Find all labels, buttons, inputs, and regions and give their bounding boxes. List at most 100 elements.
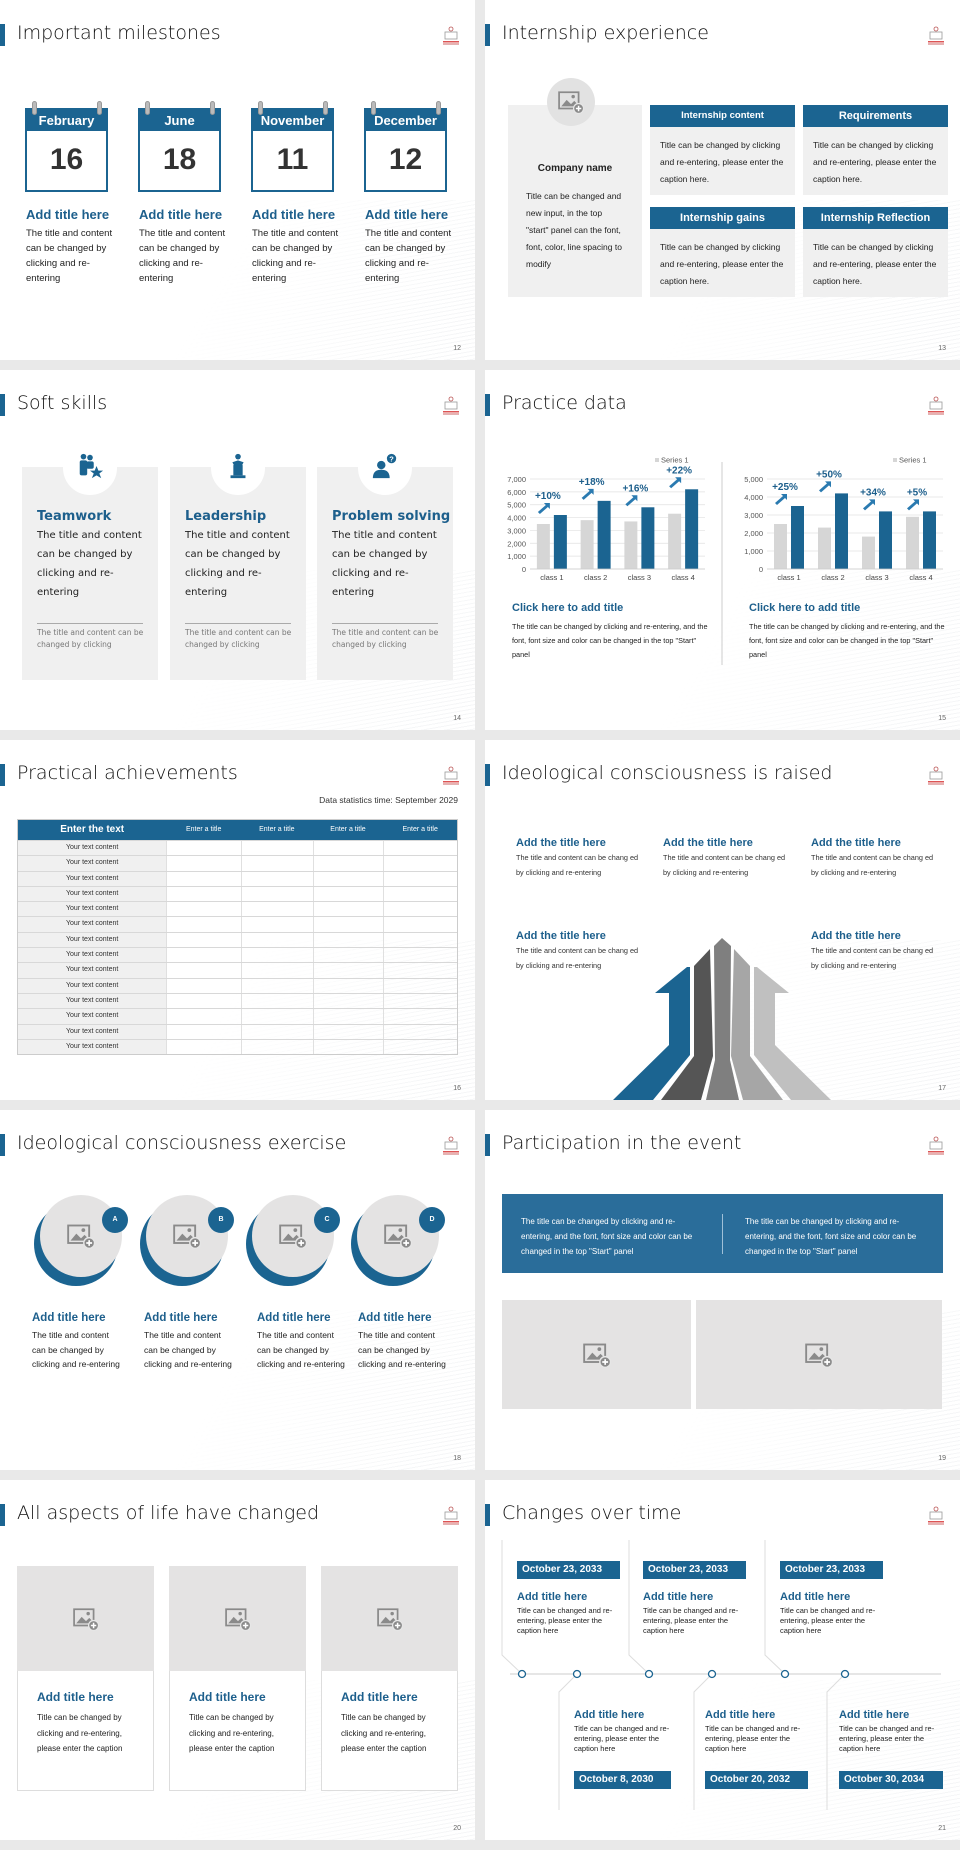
image-placeholder[interactable] (502, 1300, 691, 1409)
growth-arrow-icon (775, 494, 787, 505)
table-cell[interactable]: Your text content (18, 1009, 167, 1024)
table-cell[interactable] (240, 1009, 313, 1024)
table-cell[interactable]: Your text content (18, 871, 167, 886)
x-tick-label: class 3 (865, 573, 888, 582)
table-cell[interactable] (383, 871, 457, 886)
table-cell[interactable]: Your text content (18, 993, 167, 1009)
table-cell[interactable]: Your text content (18, 948, 167, 963)
table-cell[interactable] (166, 993, 241, 1009)
image-placeholder[interactable] (321, 1566, 458, 1671)
table-cell[interactable]: Your text content (18, 902, 167, 917)
table-cell[interactable] (166, 886, 241, 902)
table-cell[interactable] (240, 871, 313, 886)
date-label: October 8, 2030 (574, 1771, 671, 1789)
table-row: Your text content (18, 931, 457, 948)
table-cell[interactable] (312, 948, 384, 963)
calendar-day: 16 (49, 143, 84, 176)
table-row: Your text content (18, 885, 457, 902)
table-cell[interactable] (312, 841, 384, 856)
table-cell[interactable] (166, 856, 241, 871)
table-cell[interactable] (312, 963, 384, 978)
table-cell[interactable] (383, 886, 457, 902)
x-tick-label: class 2 (821, 573, 844, 582)
table-cell[interactable] (312, 871, 384, 886)
image-placeholder[interactable] (17, 1566, 154, 1671)
table-cell[interactable] (312, 1039, 384, 1055)
item-body: The title and content can be chang ed by… (811, 946, 934, 970)
table-cell[interactable] (240, 963, 313, 978)
table-cell[interactable]: Your text content (18, 856, 167, 871)
slide-17: Ideological consciousness is raised 17 Add… (485, 740, 960, 1100)
table-cell[interactable] (240, 1039, 313, 1055)
table-cell[interactable] (166, 841, 241, 856)
table-cell[interactable]: Your text content (18, 841, 167, 856)
table-cell[interactable] (166, 902, 241, 917)
box-header: Internship gains (650, 207, 795, 229)
table-cell[interactable] (383, 917, 457, 932)
table-cell[interactable] (312, 993, 384, 1009)
table-cell[interactable] (166, 917, 241, 932)
table-cell[interactable]: Your text content (18, 886, 167, 902)
table-cell[interactable] (166, 1039, 241, 1055)
table-cell[interactable] (240, 841, 313, 856)
image-placeholder[interactable] (696, 1300, 942, 1409)
divider (185, 623, 291, 624)
table-cell[interactable] (312, 886, 384, 902)
table-cell[interactable] (312, 932, 384, 948)
table-cell[interactable] (240, 948, 313, 963)
table-cell[interactable] (166, 963, 241, 978)
table-cell[interactable] (312, 1024, 384, 1039)
letter-badge: D (419, 1207, 445, 1233)
timeline-node (780, 1669, 790, 1679)
bar-series-1 (818, 527, 831, 569)
table-cell[interactable]: Your text content (18, 963, 167, 978)
table-cell[interactable] (312, 1009, 384, 1024)
table-cell[interactable] (240, 978, 313, 993)
table-cell[interactable] (383, 963, 457, 978)
table-cell[interactable] (166, 948, 241, 963)
table-cell[interactable] (240, 917, 313, 932)
table-cell[interactable] (240, 1024, 313, 1039)
table-cell[interactable] (166, 1024, 241, 1039)
card-body: Title can be changed by clicking and re-… (341, 1713, 427, 1753)
table-cell[interactable] (240, 932, 313, 948)
table-cell[interactable] (312, 902, 384, 917)
image-placeholder[interactable] (169, 1566, 306, 1671)
table-cell[interactable] (383, 978, 457, 993)
table-cell[interactable]: Your text content (18, 1024, 167, 1039)
table-cell[interactable]: Your text content (18, 1039, 167, 1055)
table-cell[interactable] (383, 1039, 457, 1055)
timeline-node (517, 1669, 527, 1679)
table-cell[interactable] (383, 902, 457, 917)
bar-series-1 (536, 524, 550, 569)
table-cell[interactable] (383, 841, 457, 856)
table-cell[interactable] (383, 1009, 457, 1024)
table-cell[interactable] (383, 993, 457, 1009)
table-cell[interactable] (383, 1024, 457, 1039)
table-cell[interactable] (383, 948, 457, 963)
table-cell[interactable] (312, 856, 384, 871)
table-cell[interactable]: Your text content (18, 917, 167, 932)
table-cell[interactable] (383, 856, 457, 871)
table-cell[interactable]: Your text content (18, 978, 167, 993)
image-circle-placeholder[interactable] (252, 1195, 334, 1277)
table-cell[interactable] (383, 932, 457, 948)
panel-title[interactable]: Click here to add title (749, 602, 861, 614)
page-number: 15 (938, 715, 946, 722)
company-name: Company name (537, 163, 613, 174)
item-body: The title and content can be changed by … (32, 1330, 120, 1369)
table-cell[interactable] (166, 978, 241, 993)
milestone-body: The title and content can be changed by … (26, 228, 113, 284)
table-cell[interactable] (240, 856, 313, 871)
table-cell[interactable] (240, 902, 313, 917)
panel-title[interactable]: Click here to add title (512, 602, 624, 614)
table-cell[interactable] (166, 932, 241, 948)
data-annotation: +50% (816, 469, 842, 480)
table-cell[interactable] (312, 978, 384, 993)
table-cell[interactable] (312, 917, 384, 932)
table-cell[interactable]: Your text content (18, 932, 167, 948)
table-cell[interactable] (166, 1009, 241, 1024)
table-cell[interactable] (240, 993, 313, 1009)
table-cell[interactable] (166, 871, 241, 886)
table-cell[interactable] (240, 886, 313, 902)
